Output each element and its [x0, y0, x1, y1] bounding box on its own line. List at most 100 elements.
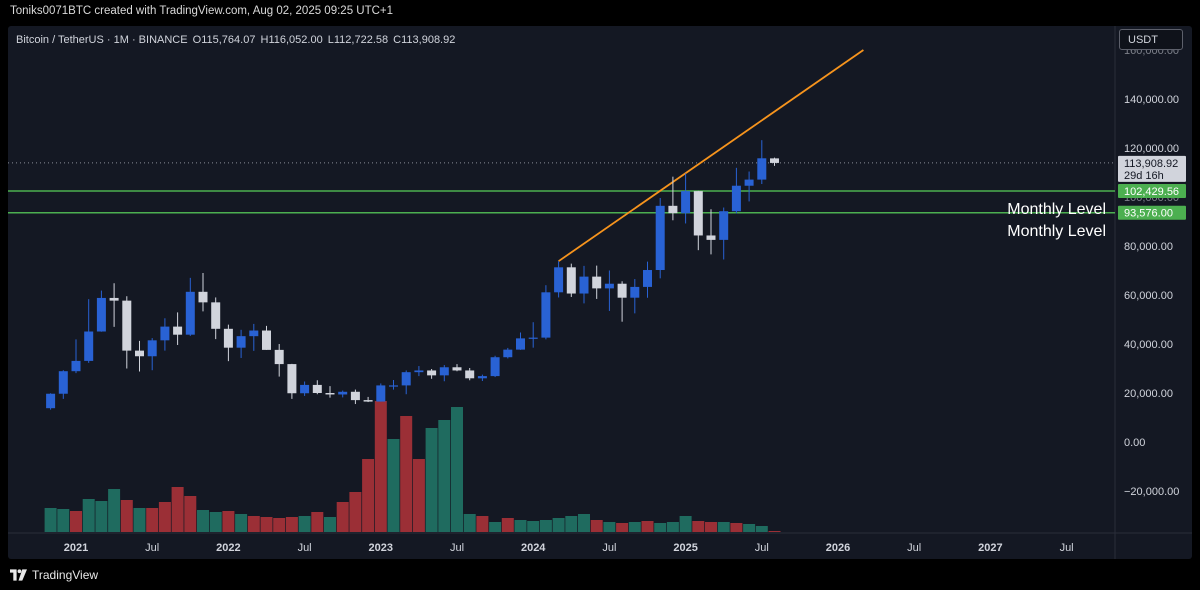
candle[interactable]: [452, 364, 462, 372]
monthly-level-annotation: Monthly Level: [1007, 223, 1106, 240]
candle[interactable]: [84, 299, 94, 363]
candle[interactable]: [363, 396, 373, 403]
candle[interactable]: [592, 265, 602, 299]
volume-bar: [527, 521, 540, 532]
price-axis-label: 20,000.00: [1124, 388, 1173, 400]
candle-body: [223, 328, 233, 348]
candle[interactable]: [757, 140, 767, 185]
candle[interactable]: [668, 176, 678, 221]
volume-bar: [158, 502, 171, 532]
horizontal-levels: [8, 162, 1115, 214]
volume-bar: [235, 514, 248, 532]
volume-bar: [679, 516, 692, 532]
candle[interactable]: [223, 324, 233, 362]
candle[interactable]: [528, 322, 538, 348]
volume-bar: [362, 459, 375, 532]
candle[interactable]: [706, 209, 716, 255]
candle[interactable]: [490, 355, 500, 378]
candle[interactable]: [185, 277, 195, 336]
candle[interactable]: [236, 329, 246, 358]
candle[interactable]: [604, 270, 614, 311]
ohlc-open: O115,764.07: [192, 34, 256, 46]
candle[interactable]: [160, 318, 170, 351]
candle[interactable]: [389, 380, 398, 390]
last-price-label: 113,908.92: [1124, 158, 1178, 170]
candle-body: [46, 393, 56, 409]
candle[interactable]: [681, 173, 691, 224]
candle[interactable]: [655, 197, 665, 279]
candle[interactable]: [617, 281, 627, 322]
candle[interactable]: [46, 393, 56, 410]
candle[interactable]: [300, 381, 310, 396]
candle[interactable]: [719, 207, 729, 260]
candle[interactable]: [338, 390, 348, 398]
volume-bar: [565, 516, 578, 532]
currency-selector[interactable]: USDT: [1119, 29, 1183, 50]
candle[interactable]: [630, 279, 640, 314]
candle-body: [643, 270, 652, 287]
symbol-legend[interactable]: Bitcoin / TetherUS · 1M · BINANCE O115,7…: [16, 34, 457, 46]
candle[interactable]: [274, 344, 284, 377]
candle[interactable]: [427, 368, 437, 379]
candle[interactable]: [109, 283, 119, 327]
candle[interactable]: [439, 365, 449, 382]
candle[interactable]: [516, 332, 525, 350]
trend-line[interactable]: [558, 49, 864, 262]
candle[interactable]: [744, 171, 754, 202]
candle[interactable]: [325, 386, 335, 398]
price-axis-label: 120,000.00: [1124, 143, 1179, 155]
candle[interactable]: [693, 190, 703, 251]
candle[interactable]: [71, 339, 81, 374]
candle[interactable]: [147, 338, 157, 371]
candle-body: [84, 331, 94, 361]
level-price-label: 102,429.56: [1124, 186, 1179, 198]
candle[interactable]: [122, 296, 132, 369]
candle-body: [668, 205, 678, 214]
candle-body: [325, 393, 335, 395]
candle[interactable]: [135, 340, 144, 372]
candle[interactable]: [211, 297, 221, 340]
symbol-info[interactable]: Bitcoin / TetherUS · 1M · BINANCE: [16, 34, 188, 46]
volume-bar: [705, 522, 717, 532]
candle[interactable]: [401, 370, 411, 395]
level-price-tag: [1118, 184, 1186, 199]
tradingview-footer: TradingView: [10, 567, 98, 583]
candle[interactable]: [579, 265, 589, 304]
candle[interactable]: [503, 347, 513, 359]
candle[interactable]: [566, 263, 576, 297]
chart-panel[interactable]: Monthly Level Monthly Level −20,000.00 0.0…: [8, 26, 1192, 559]
ohlc-high: H116,052.00: [260, 34, 323, 46]
candle[interactable]: [477, 374, 487, 381]
candle[interactable]: [770, 157, 779, 166]
candle[interactable]: [249, 323, 259, 351]
candle[interactable]: [376, 383, 386, 402]
candle[interactable]: [58, 370, 68, 399]
candle[interactable]: [287, 363, 297, 399]
chart-canvas[interactable]: Monthly Level Monthly Level −20,000.00 0.0…: [8, 26, 1192, 559]
volume-bar: [285, 517, 298, 532]
candle[interactable]: [262, 325, 271, 350]
candle-body: [503, 349, 513, 358]
candles: [46, 140, 779, 410]
candle-body: [58, 371, 68, 394]
candle[interactable]: [96, 290, 106, 332]
candle-body: [757, 158, 767, 180]
candle[interactable]: [541, 285, 551, 340]
candle[interactable]: [350, 389, 360, 405]
candle[interactable]: [465, 368, 475, 381]
time-axis-label: Jul: [602, 542, 616, 554]
trend-line-group: [558, 49, 864, 262]
candle[interactable]: [414, 366, 424, 377]
candle-body: [681, 191, 691, 214]
ohlc-close: C113,908.92: [393, 34, 456, 46]
candle[interactable]: [312, 380, 322, 395]
candle[interactable]: [731, 167, 741, 214]
bar-countdown-label: 29d 16h: [1124, 170, 1164, 182]
volume-bar: [184, 496, 197, 532]
candle[interactable]: [173, 312, 183, 345]
candle[interactable]: [643, 261, 652, 298]
volume-bar: [425, 428, 438, 532]
candle[interactable]: [554, 261, 564, 298]
volume-bar: [400, 416, 413, 532]
candle[interactable]: [198, 272, 208, 312]
